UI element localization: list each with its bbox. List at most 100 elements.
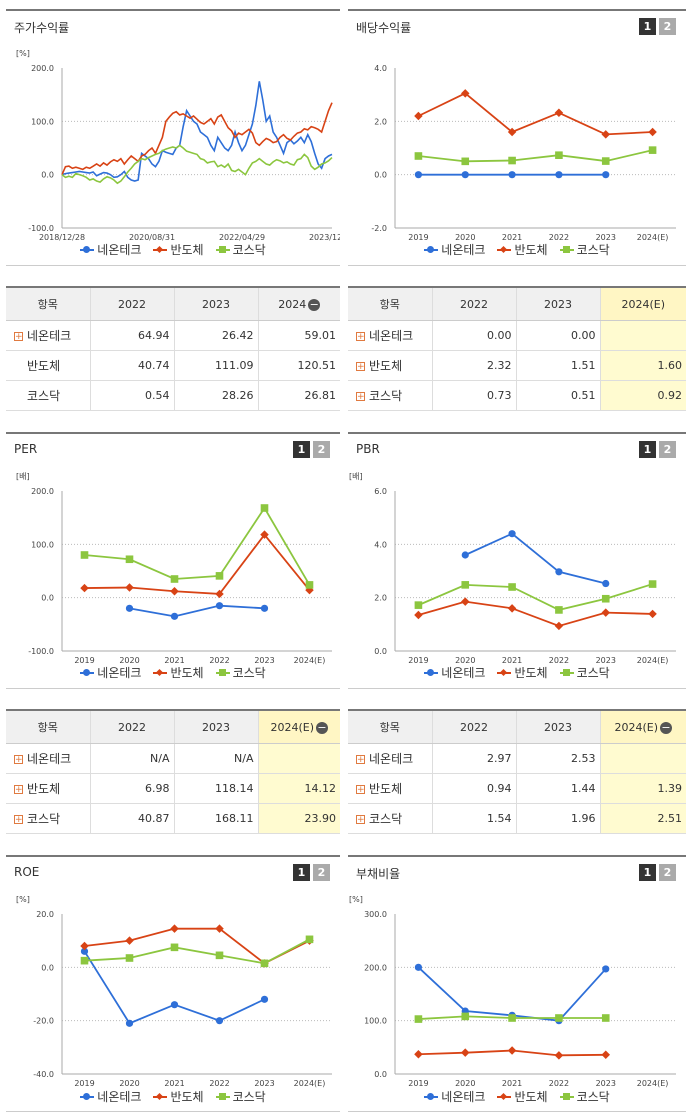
- collapse-icon[interactable]: −: [308, 297, 321, 311]
- legend-swatch: [215, 245, 230, 255]
- view-button-2[interactable]: 2: [313, 864, 330, 881]
- collapse-icon[interactable]: −: [316, 720, 329, 734]
- view-button-1[interactable]: 1: [293, 864, 310, 881]
- data-point: [80, 941, 89, 951]
- view-button-2[interactable]: 2: [659, 864, 676, 881]
- expand-icon[interactable]: +: [14, 815, 23, 825]
- x-tick-label: 2024(E): [637, 1079, 669, 1088]
- table-header-cell: 2022: [431, 709, 516, 744]
- data-point: [215, 1017, 224, 1025]
- table-cell: 0.94: [431, 773, 516, 804]
- legend-label: 코스닥: [576, 243, 610, 257]
- legend-item[interactable]: 네온테크: [80, 1088, 141, 1105]
- series-line: [83, 950, 265, 1025]
- data-point: [648, 580, 657, 588]
- y-tick-label: 0.0: [374, 1070, 387, 1079]
- view-button-1[interactable]: 1: [639, 441, 656, 458]
- legend-item[interactable]: 코스닥: [215, 241, 266, 258]
- legend-item[interactable]: 반도체: [153, 664, 204, 681]
- data-point: [125, 555, 134, 564]
- expand-icon[interactable]: +: [14, 785, 23, 795]
- legend-item[interactable]: 반도체: [497, 1088, 548, 1105]
- table-cell: 2.97: [431, 743, 516, 774]
- unit-label: [배]: [16, 472, 30, 481]
- chart-legend: 네온테크 반도체 코스닥: [6, 241, 340, 258]
- data-point: [648, 127, 657, 137]
- view-button-2[interactable]: 2: [659, 18, 676, 35]
- y-tick-label: 0.0: [41, 963, 54, 972]
- view-button-1[interactable]: 1: [293, 441, 310, 458]
- table-cell: 1.60: [599, 350, 686, 381]
- data-point: [125, 1019, 134, 1027]
- view-button-2[interactable]: 2: [313, 441, 330, 458]
- data-point: [215, 924, 224, 933]
- legend-item[interactable]: 반도체: [153, 241, 204, 258]
- data-point: [601, 1050, 610, 1060]
- table-cell: [599, 743, 686, 774]
- legend-item[interactable]: 코스닥: [215, 664, 266, 681]
- legend-item[interactable]: 네온테크: [424, 241, 485, 258]
- expand-icon[interactable]: +: [356, 785, 365, 795]
- unit-label: [배]: [349, 472, 363, 481]
- x-tick-label: 2022: [549, 233, 569, 242]
- data-point: [461, 581, 470, 589]
- legend-item[interactable]: 코스닥: [559, 241, 610, 258]
- data-point: [507, 604, 517, 613]
- view-button-2[interactable]: 2: [659, 441, 676, 458]
- legend-item[interactable]: 코스닥: [559, 664, 610, 681]
- debt-ratio-chart: [%]300.0 200.0 100.0 0.0 2019 2020 2021 2022 202…: [349, 895, 676, 1088]
- table-row: 반도체 40.74 111.09 120.51: [6, 350, 340, 381]
- y-tick-label: 200.0: [364, 963, 387, 972]
- legend-label: 네온테크: [441, 243, 486, 257]
- expand-icon[interactable]: +: [356, 392, 365, 402]
- data-point: [80, 947, 89, 955]
- table-header-cell: 2023: [515, 286, 600, 321]
- series-line: [61, 102, 333, 175]
- legend-item[interactable]: 반도체: [153, 1088, 204, 1105]
- legend-item[interactable]: 코스닥: [215, 1088, 266, 1105]
- legend-swatch: [80, 245, 95, 255]
- expand-icon[interactable]: +: [14, 755, 23, 765]
- expand-icon[interactable]: +: [356, 362, 365, 372]
- view-button-1[interactable]: 1: [639, 864, 656, 881]
- legend-item[interactable]: 반도체: [497, 241, 548, 258]
- expand-icon[interactable]: +: [14, 332, 23, 342]
- expand-icon[interactable]: +: [356, 755, 365, 765]
- data-point: [554, 621, 564, 631]
- view-button-1[interactable]: 1: [639, 18, 656, 35]
- table-cell: 120.51: [257, 350, 340, 381]
- pbr-table: 항목 2022 2023 2024(E) − + 네온테크 2.97 2.53 + 반도체 0.94 1…: [348, 709, 686, 834]
- row-label: 코스닥: [6, 380, 90, 411]
- x-tick-label: 2023: [596, 233, 616, 242]
- legend-item[interactable]: 네온테크: [424, 664, 485, 681]
- series-line: [129, 604, 265, 618]
- table-cell: [599, 320, 686, 351]
- expand-icon[interactable]: +: [356, 332, 365, 342]
- legend-item[interactable]: 반도체: [497, 664, 548, 681]
- y-tick-label: 2.0: [374, 594, 387, 603]
- table-cell: 2.51: [599, 803, 686, 834]
- data-point: [414, 1050, 423, 1059]
- series-line: [418, 92, 653, 136]
- y-tick-label: 2.0: [374, 117, 387, 126]
- data-point: [648, 609, 657, 619]
- collapse-icon[interactable]: −: [660, 720, 673, 734]
- legend-item[interactable]: 네온테크: [80, 241, 141, 258]
- legend-item[interactable]: 네온테크: [80, 664, 141, 681]
- data-point: [215, 589, 224, 599]
- legend-item[interactable]: 네온테크: [424, 1088, 485, 1105]
- legend-swatch: [424, 668, 439, 678]
- table-cell: 1.51: [515, 350, 600, 381]
- expand-icon[interactable]: +: [356, 815, 365, 825]
- legend-label: 반도체: [514, 243, 548, 257]
- legend-item[interactable]: 코스닥: [559, 1088, 610, 1105]
- unit-label: [%]: [349, 895, 363, 904]
- x-tick-label: 2022/04/29: [219, 233, 265, 242]
- roe-chart: [%] 20.0 0.0 -20.0 -40.0 2019 2020 2021 2022 2023…: [16, 895, 332, 1088]
- table-cell: 0.00: [431, 320, 516, 351]
- row-label: + 반도체: [6, 773, 90, 804]
